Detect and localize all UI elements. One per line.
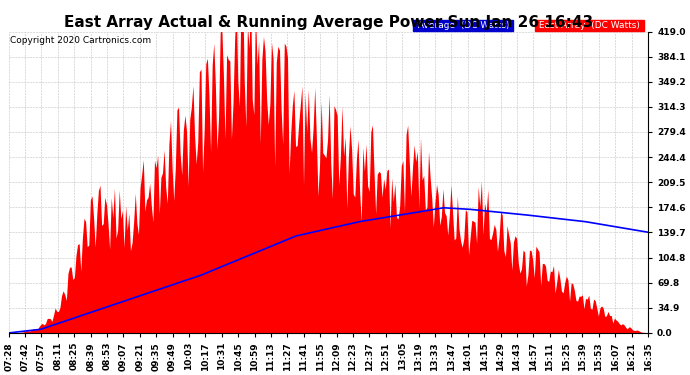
Title: East Array Actual & Running Average Power Sun Jan 26 16:43: East Array Actual & Running Average Powe… [63, 15, 593, 30]
Text: East Array  (DC Watts): East Array (DC Watts) [536, 21, 643, 30]
Text: Average  (DC Watts): Average (DC Watts) [415, 21, 512, 30]
Text: Copyright 2020 Cartronics.com: Copyright 2020 Cartronics.com [10, 36, 151, 45]
